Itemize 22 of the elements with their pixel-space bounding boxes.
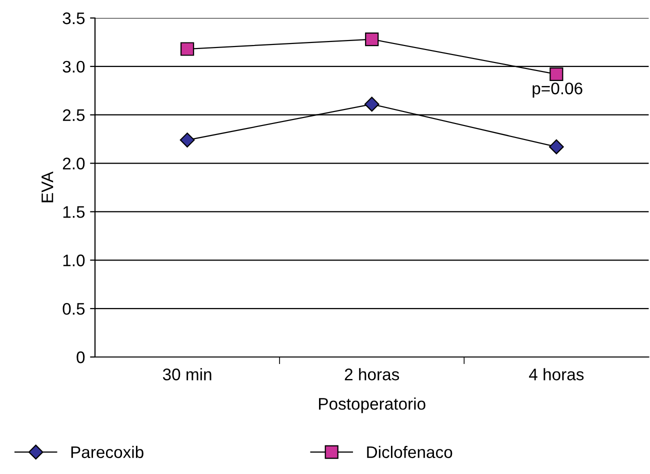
y-tick-label: 2.5	[62, 109, 85, 122]
y-tick-label: 3.0	[62, 60, 85, 73]
y-tick-label: 1.5	[63, 206, 85, 218]
point	[180, 132, 195, 148]
x-tick-label: 30 min	[162, 368, 212, 380]
point	[180, 42, 194, 56]
point	[548, 139, 564, 154]
y-tick-label: 0	[76, 351, 85, 364]
y-tick-label: 3.5	[62, 12, 85, 24]
x-tick-label: 2 horas	[344, 368, 400, 380]
point	[364, 96, 380, 112]
y-tick-label: 1.0	[63, 254, 85, 266]
annotation: p=0.06	[532, 82, 582, 98]
legend-label: Diclofenaco	[367, 446, 452, 458]
point	[365, 32, 379, 46]
x-axis-title: Postoperatorio	[319, 398, 426, 414]
x-tick-label: 4 horas	[529, 368, 584, 380]
legend-label: Parecoxib	[71, 446, 144, 458]
point	[550, 67, 564, 81]
y-tick-label: 2.0	[62, 158, 85, 170]
y-tick-label: 0.5	[62, 302, 85, 315]
y-axis-title: EVA	[42, 171, 54, 202]
